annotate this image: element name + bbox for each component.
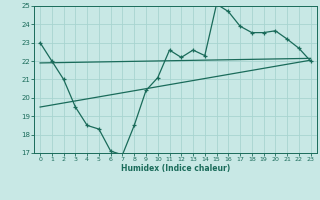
X-axis label: Humidex (Indice chaleur): Humidex (Indice chaleur) [121,164,230,173]
